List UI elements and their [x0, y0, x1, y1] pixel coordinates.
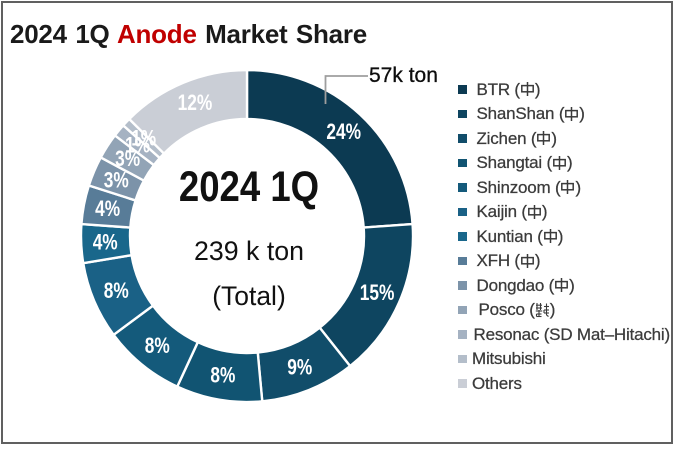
svg-text:3%: 3%	[104, 167, 129, 192]
svg-text:15%: 15%	[360, 280, 395, 305]
svg-text:4%: 4%	[93, 229, 118, 254]
svg-text:1%: 1%	[131, 125, 156, 150]
svg-text:8%: 8%	[145, 333, 170, 358]
svg-text:24%: 24%	[326, 119, 361, 144]
svg-text:4%: 4%	[95, 196, 120, 221]
svg-text:12%: 12%	[178, 90, 213, 115]
svg-text:8%: 8%	[104, 278, 129, 303]
svg-text:9%: 9%	[287, 355, 312, 380]
svg-text:1%: 1%	[125, 132, 150, 157]
svg-text:8%: 8%	[210, 363, 235, 388]
svg-text:3%: 3%	[115, 146, 140, 171]
